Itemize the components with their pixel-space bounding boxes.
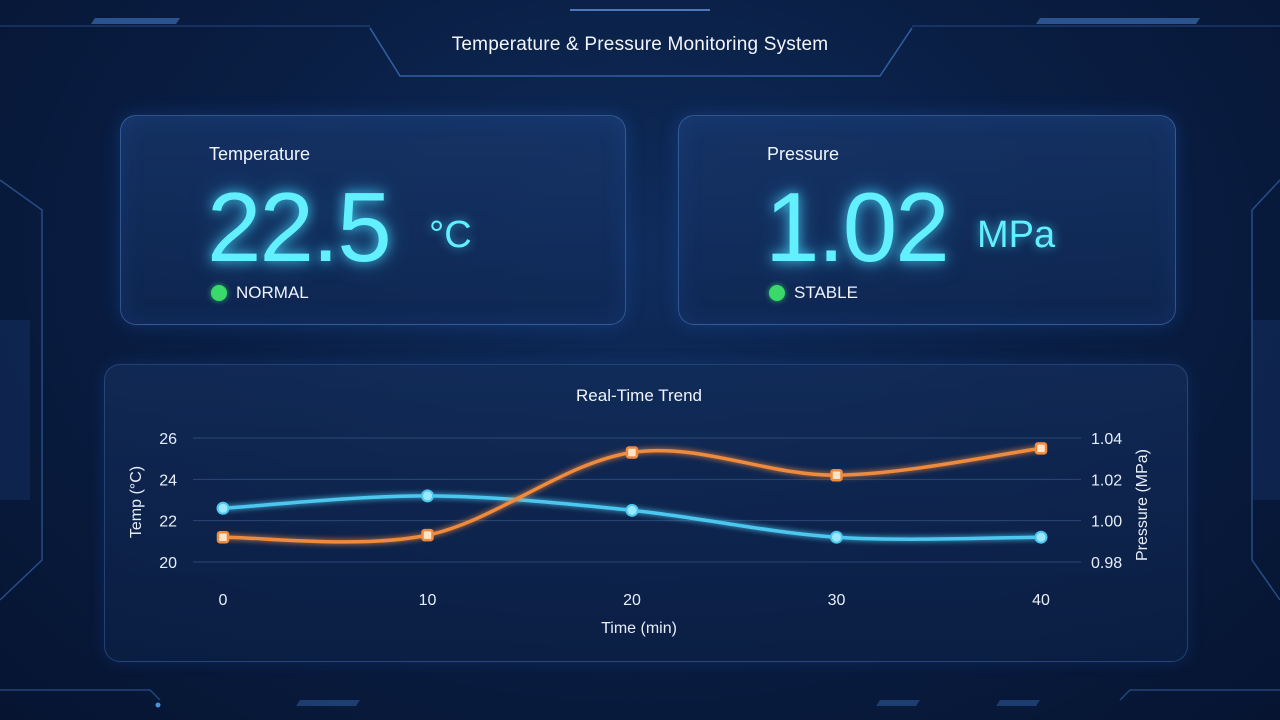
temperature-data-point — [625, 503, 639, 517]
y-tick-label: 26 — [159, 431, 177, 448]
temperature-data-point — [1034, 530, 1048, 544]
pressure-card: Pressure 1.02 MPa STABLE — [678, 115, 1176, 325]
pressure-data-point — [421, 528, 434, 542]
trend-chart: Real-Time Trend 20 22 24 26 0.98 1.00 1.02 1.04… — [128, 386, 1151, 637]
x-tick-label: 30 — [828, 592, 846, 609]
chart-grid — [193, 437, 1081, 563]
pressure-status-text: STABLE — [794, 283, 858, 302]
pressure-series-line — [221, 446, 1043, 544]
temperature-unit: °C — [429, 214, 472, 256]
x-tick-label: 20 — [623, 592, 641, 609]
x-tick-label: 40 — [1032, 592, 1050, 609]
pressure-label: Pressure — [767, 144, 840, 164]
temperature-label: Temperature — [209, 144, 311, 164]
chart-ticks: 20 22 24 26 0.98 1.00 1.02 1.04 0 10 20 30 40 — [159, 431, 1122, 609]
temperature-series-line — [221, 494, 1043, 541]
pressure-data-point — [830, 468, 843, 482]
temperature-value: 22.5 — [207, 172, 392, 282]
x-tick-label: 0 — [219, 592, 228, 609]
temperature-status-text: NORMAL — [236, 283, 309, 302]
y2-tick-label: 1.02 — [1091, 472, 1122, 489]
y-tick-label: 20 — [159, 555, 177, 572]
y2-tick-label: 1.04 — [1091, 431, 1122, 448]
temperature-data-point — [830, 530, 843, 544]
y-axis-title: Temp (°C) — [128, 466, 145, 538]
chart-series — [216, 442, 1048, 544]
y-tick-label: 24 — [159, 472, 177, 489]
pressure-data-point — [625, 446, 639, 459]
x-tick-label: 10 — [419, 592, 437, 609]
pressure-status: STABLE — [769, 283, 858, 303]
temperature-data-point — [216, 501, 230, 515]
y2-tick-label: 1.00 — [1091, 514, 1122, 531]
temperature-data-point — [421, 489, 434, 503]
chart-title: Real-Time Trend — [576, 386, 702, 405]
dashboard-title: Temperature & Pressure Monitoring System — [451, 34, 829, 55]
y2-tick-label: 0.98 — [1091, 555, 1122, 572]
y-tick-label: 22 — [159, 514, 177, 531]
temperature-status: NORMAL — [211, 283, 309, 303]
status-dot-icon — [211, 285, 227, 301]
pressure-unit: MPa — [977, 214, 1056, 256]
temperature-card: Temperature 22.5 °C NORMAL — [120, 115, 626, 325]
trend-chart-panel: Real-Time Trend 20 22 24 26 0.98 1.00 1.02 1.04… — [104, 364, 1188, 662]
y2-axis-title: Pressure (MPa) — [1134, 449, 1151, 561]
pressure-value: 1.02 — [765, 172, 950, 282]
status-dot-icon — [769, 285, 785, 301]
pressure-data-point — [1034, 442, 1048, 455]
x-axis-title: Time (min) — [601, 620, 677, 637]
pressure-data-point — [216, 530, 230, 544]
